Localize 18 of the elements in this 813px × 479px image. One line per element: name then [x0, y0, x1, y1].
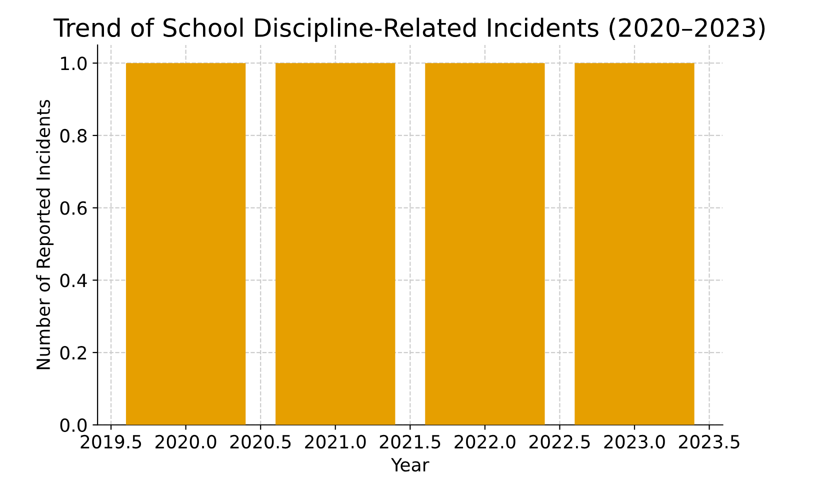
y-tick-label: 0.4 — [60, 274, 87, 288]
x-tick-label: 2022.0 — [454, 434, 516, 449]
x-axis-title: Year — [391, 458, 430, 472]
x-tick-label: 2020.5 — [230, 434, 291, 449]
x-tick-label: 2021.5 — [380, 434, 440, 449]
y-tick-label: 0.0 — [60, 418, 87, 432]
y-tick-label: 1.0 — [61, 56, 87, 70]
y-tick-label: 0.6 — [60, 201, 87, 215]
y-tick-label: 0.8 — [60, 128, 87, 143]
x-tick-label: 2022.5 — [529, 434, 590, 449]
x-tick-label: 2020.0 — [156, 434, 216, 449]
x-tick-label: 2023.5 — [679, 434, 740, 449]
y-axis-title: Number of Reported Incidents — [36, 100, 54, 370]
y-tick-label: 0.2 — [60, 346, 86, 360]
x-tick-label: 2023.0 — [604, 434, 665, 449]
x-tick-label: 2021.0 — [305, 434, 366, 449]
chart-title: Trend of School Discipline-Related Incidents (2020–2023) — [53, 18, 765, 42]
x-tick-label: 2019.5 — [80, 434, 142, 449]
